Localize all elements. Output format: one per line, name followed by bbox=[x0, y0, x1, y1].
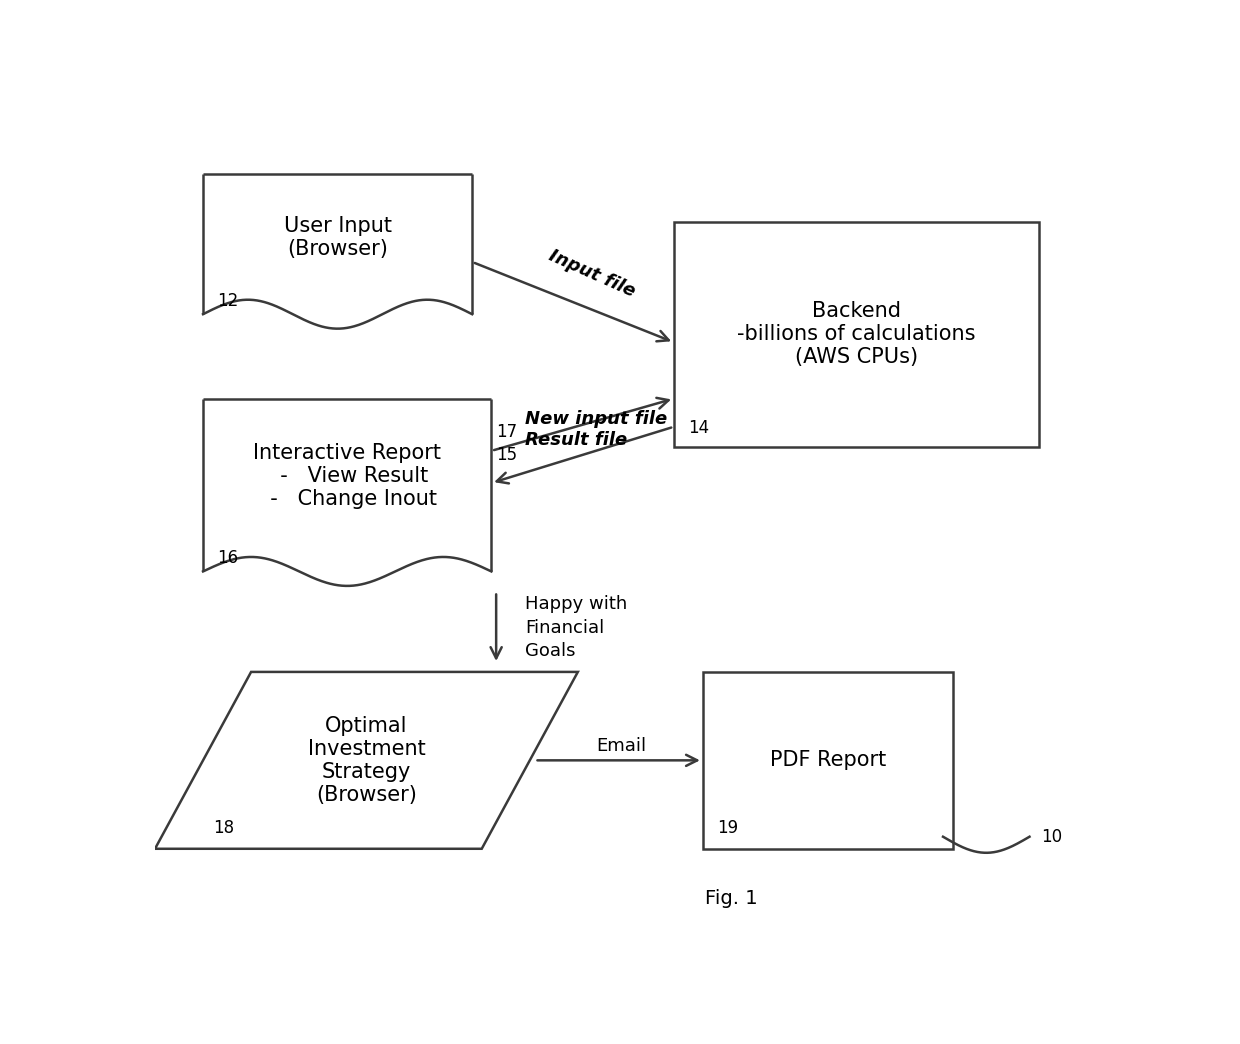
Text: 18: 18 bbox=[213, 818, 234, 836]
Text: 16: 16 bbox=[217, 549, 238, 568]
Text: Optimal
Investment
Strategy
(Browser): Optimal Investment Strategy (Browser) bbox=[308, 715, 425, 805]
Text: Happy with
Financial
Goals: Happy with Financial Goals bbox=[525, 595, 627, 660]
Text: User Input
(Browser): User Input (Browser) bbox=[284, 216, 392, 259]
Text: 12: 12 bbox=[217, 292, 239, 310]
Text: 19: 19 bbox=[717, 818, 738, 836]
Text: 17: 17 bbox=[496, 424, 517, 442]
Text: 15: 15 bbox=[496, 446, 517, 464]
Text: Backend
-billions of calculations
(AWS CPUs): Backend -billions of calculations (AWS C… bbox=[738, 301, 976, 367]
Text: Interactive Report
  -   View Result
  -   Change Inout: Interactive Report - View Result - Chang… bbox=[253, 443, 441, 509]
Text: 10: 10 bbox=[1042, 828, 1063, 846]
Text: PDF Report: PDF Report bbox=[770, 751, 885, 770]
Text: Result file: Result file bbox=[525, 431, 627, 449]
Text: Input file: Input file bbox=[547, 247, 639, 301]
Bar bbox=[703, 672, 952, 849]
Polygon shape bbox=[155, 672, 578, 849]
Bar bbox=[675, 221, 1039, 447]
Text: 14: 14 bbox=[688, 420, 709, 437]
Text: Email: Email bbox=[596, 737, 646, 755]
Text: Fig. 1: Fig. 1 bbox=[706, 889, 758, 908]
Text: New input file: New input file bbox=[525, 409, 667, 428]
